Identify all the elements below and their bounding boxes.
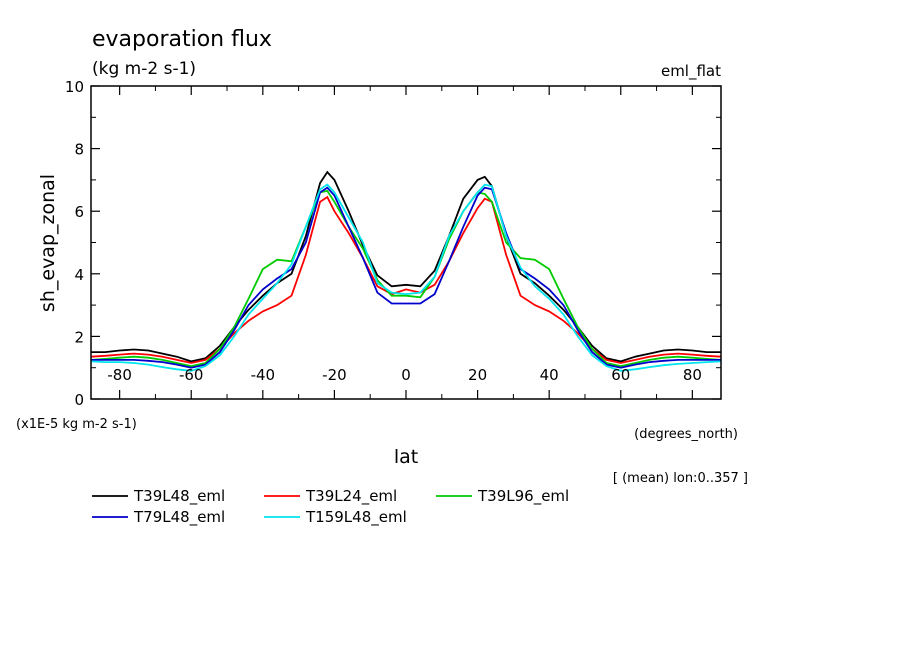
- legend: T39L48_eml T39L24_eml T39L96_eml T79L48_eml…: [92, 487, 569, 527]
- legend-label-T39L24_eml: T39L24_eml: [305, 487, 397, 506]
- y-scale-note: (x1E-5 kg m-2 s-1): [16, 417, 137, 432]
- legend-label-T79L48_eml: T79L48_eml: [133, 508, 225, 527]
- series-line-T159L48_eml: [90, 183, 722, 372]
- y-tick-label: 8: [74, 141, 84, 159]
- x-units: (degrees_north): [634, 427, 738, 442]
- experiment-label: eml_flat: [661, 62, 721, 81]
- mean-note: [ (mean) lon:0..357 ]: [613, 471, 748, 486]
- legend-label-T39L96_eml: T39L96_eml: [477, 487, 569, 506]
- x-tick-label: 0: [401, 366, 411, 384]
- y-tick-label: 6: [74, 203, 84, 221]
- plot-lines: [90, 170, 722, 372]
- y-tick-label: 0: [74, 391, 84, 409]
- x-tick-label: 80: [683, 366, 702, 384]
- chart-title: evaporation flux: [92, 27, 272, 52]
- x-tick-label: 60: [611, 366, 630, 384]
- legend-label-T39L48_eml: T39L48_eml: [133, 487, 225, 506]
- x-tick-label: 20: [468, 366, 487, 384]
- y-tick-label: 10: [65, 78, 84, 96]
- x-tick-label: -20: [322, 366, 347, 384]
- y-tick-label: 2: [74, 328, 84, 346]
- x-axis-label: lat: [394, 446, 418, 468]
- x-tick-label: 40: [540, 366, 559, 384]
- series-line-T79L48_eml: [91, 186, 721, 369]
- axis-ticks: -80 -60 -40 -20 0 20 40 60 80 0 2 4 6 8 10: [65, 78, 721, 409]
- series-line-T39L48_eml: [91, 170, 721, 363]
- y-tick-label: 4: [74, 266, 84, 284]
- x-tick-label: -40: [251, 366, 276, 384]
- x-tick-label: -60: [179, 366, 204, 384]
- series-line-T39L24_eml: [90, 195, 722, 364]
- x-tick-label: -80: [107, 366, 132, 384]
- y-axis-label: sh_evap_zonal: [37, 174, 59, 312]
- series-line-T39L96_eml: [90, 189, 722, 368]
- legend-label-T159L48_eml: T159L48_eml: [305, 508, 407, 527]
- plot-frame: [90, 85, 722, 400]
- chart-units: (kg m-2 s-1): [92, 59, 196, 79]
